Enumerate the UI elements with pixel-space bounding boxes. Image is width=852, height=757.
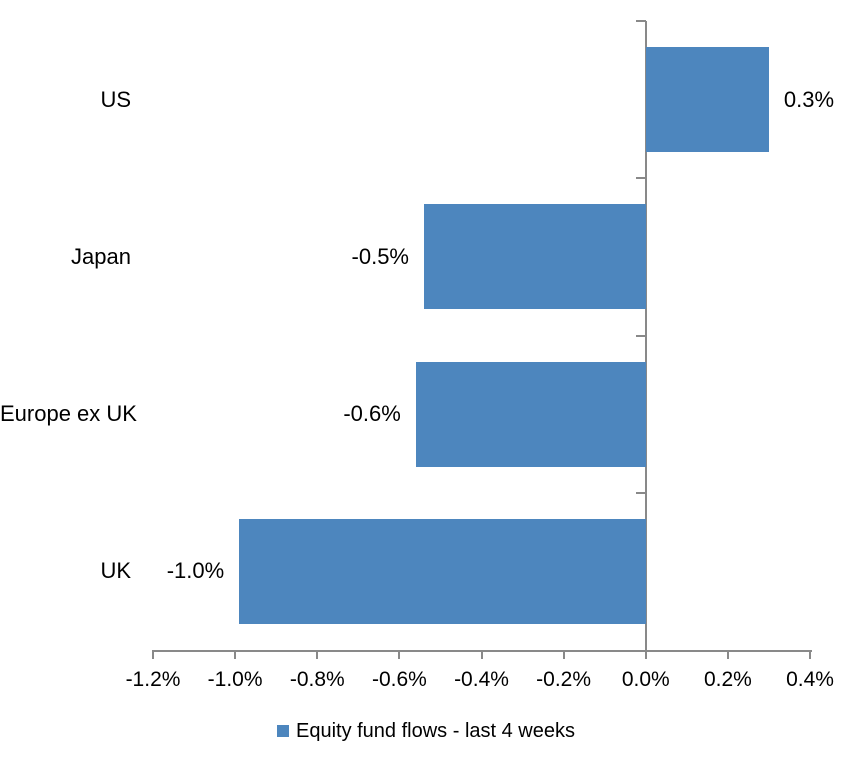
bar — [645, 47, 769, 153]
category-boundary-tick — [635, 20, 646, 22]
category-label: US — [100, 86, 131, 112]
bar — [239, 518, 646, 624]
value-label: -0.5% — [351, 243, 409, 269]
x-axis-tick — [726, 650, 729, 659]
category-label: UK — [100, 558, 131, 584]
x-axis-tick — [316, 650, 319, 659]
x-axis-tick — [809, 650, 811, 659]
x-axis-tick-label: -0.4% — [454, 668, 509, 691]
bar — [424, 204, 646, 310]
x-axis-tick — [398, 650, 401, 659]
value-label: 0.3% — [783, 86, 835, 112]
x-axis-tick — [152, 650, 154, 659]
chart-legend: Equity fund flows - last 4 weeks — [0, 717, 852, 745]
x-axis-tick-label: 0.0% — [621, 668, 670, 691]
legend-marker-icon — [276, 725, 289, 737]
x-axis-tick-label: 0.4% — [786, 668, 834, 691]
category-boundary-tick — [635, 334, 646, 337]
x-axis-tick-label: -1.2% — [125, 668, 181, 691]
zero-axis-line — [644, 21, 647, 652]
x-axis-tick-label: -1.0% — [207, 668, 263, 691]
x-axis-line — [153, 650, 812, 652]
x-axis-tick-label: -0.6% — [371, 668, 427, 691]
x-axis-tick — [644, 650, 647, 659]
category-boundary-tick — [635, 177, 646, 180]
x-axis-tick-label: -0.2% — [536, 668, 592, 691]
legend-label: Equity fund flows - last 4 weeks — [295, 720, 575, 742]
x-axis-tick — [234, 650, 237, 659]
x-axis-tick-label: 0.2% — [703, 668, 752, 691]
value-label: -0.6% — [343, 401, 401, 427]
bar — [415, 361, 646, 467]
x-axis-tick — [562, 650, 565, 659]
x-axis-tick — [480, 650, 483, 659]
category-label: Europe ex UK — [0, 401, 137, 427]
value-label: -1.0% — [166, 558, 225, 584]
category-label: Japan — [71, 243, 131, 269]
category-boundary-tick — [635, 491, 646, 494]
x-axis-tick-label: -0.8% — [289, 668, 345, 691]
